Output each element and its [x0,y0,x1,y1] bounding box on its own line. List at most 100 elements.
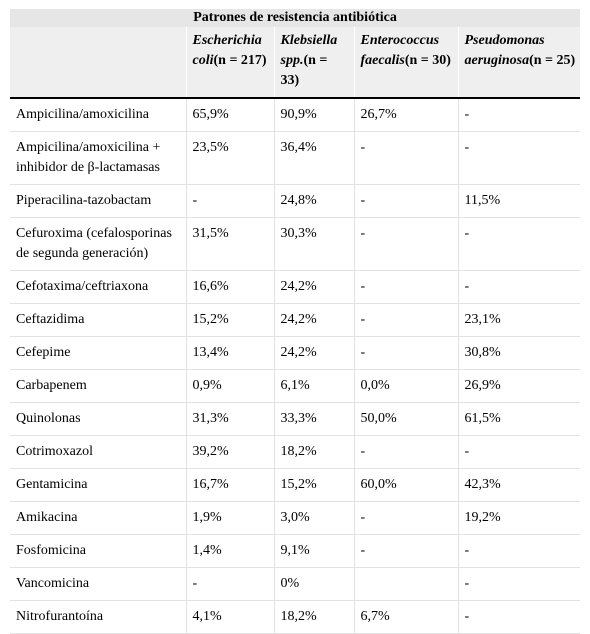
antibiotic-name: Cefotaxima/ceftriaxona [10,270,186,304]
resistance-value: 0,0% [353,369,458,403]
table-row: Cefepime 13,4% 24,2% -30,8% [10,336,581,370]
resistance-value: - [353,184,458,218]
resistance-value: 3,0% [273,501,354,535]
antibiotic-name: Ampicilina/amoxicilina + inhibidor de β-… [10,131,186,185]
resistance-value: - [353,501,458,535]
antibiotic-name: Quinolonas [10,402,186,436]
sample-size: (n = 33) [280,53,328,88]
antibiotic-name: Cefepime [10,336,186,370]
table-row: Gentamicina 16,7% 15,2% 60,0% 42,3% [10,468,581,502]
resistance-value: - [457,131,581,185]
antibiotic-name: Cotrimoxazol [10,435,186,469]
resistance-value: 19,2% [457,501,581,535]
antibiotic-name: Gentamicina [10,468,186,502]
resistance-value: 31,3% [185,402,274,436]
resistance-value: 31,5% [185,217,274,271]
organism-name: Enterococcus faecalis [360,33,440,68]
resistance-value: - [457,98,581,132]
resistance-value: - [457,600,581,634]
resistance-value: - [353,336,458,370]
table-row: Cefotaxima/ceftriaxona 16,6% 24,2% - - [10,270,581,304]
resistance-value: - [185,184,274,218]
resistance-value: 1,9% [185,501,274,535]
header-cell: Pseudomonas aeruginosa(n = 25) [457,27,581,99]
resistance-value: 26,7% [353,98,458,132]
resistance-value: 24,2% [273,303,354,337]
header-cell: Klebsiella spp.(n = 33) [273,27,354,99]
resistance-value: 0% [273,567,354,601]
table-row: Ampicilina/amoxicilina + inhibidor de β-… [10,131,581,185]
resistance-value: 24,2% [273,336,354,370]
resistance-value: - [457,567,581,601]
resistance-value: 11,5% [457,184,581,218]
organism-name: Escherichia coli [192,33,262,68]
resistance-value: - [353,435,458,469]
resistance-value: 33,3% [273,402,354,436]
organism-name: Klebsiella spp. [280,33,338,68]
resistance-value: 15,2% [273,468,354,502]
resistance-value: 90,9% [273,98,354,132]
antibiotic-name: Cefuroxima (cefalosporinas de segunda ge… [10,217,186,271]
table-row: Nitrofurantoína 4,1% 18,2% 6,7% - [10,600,581,634]
resistance-value: 15,2% [185,303,274,337]
resistance-value: 50,0% [353,402,458,436]
resistance-value: 30,8% [457,336,581,370]
header-cell: Enterococcus faecalis(n = 30) [353,27,458,99]
resistance-value: 16,6% [185,270,274,304]
resistance-value: 23,5% [185,131,274,185]
resistance-value: - [353,217,458,271]
header-cell [10,27,186,99]
table-row: Cefuroxima (cefalosporinas de segunda ge… [10,217,581,271]
resistance-value: 9,1% [273,534,354,568]
antibiotic-name: Carbapenem [10,369,186,403]
table-row: Amikacina 1,9% 3,0% -19,2% [10,501,581,535]
table-row: Ampicilina/amoxicilina 65,9% 90,9% 26,7% - [10,98,581,132]
table-row: Carbapenem 0,9% 6,1% 0,0% 26,9% [10,369,581,403]
resistance-value: 6,7% [353,600,458,634]
sample-size: (n = 217) [213,53,267,68]
resistance-value: 24,2% [273,270,354,304]
antibiotic-name: Ampicilina/amoxicilina [10,98,186,132]
resistance-value: 60,0% [353,468,458,502]
organism-name: Pseudomonas aeruginosa [464,33,545,68]
resistance-value: - [457,270,581,304]
resistance-table: Patrones de resistencia antibiótica Esch… [10,9,581,634]
resistance-value: - [353,131,458,185]
resistance-value: - [457,217,581,271]
resistance-value: 39,2% [185,435,274,469]
antibiotic-name: Ceftazidima [10,303,186,337]
resistance-value: 16,7% [185,468,274,502]
resistance-value: 65,9% [185,98,274,132]
resistance-value: 1,4% [185,534,274,568]
resistance-value: 42,3% [457,468,581,502]
resistance-value: - [353,534,458,568]
antibiotic-name: Vancomicina [10,567,186,601]
resistance-value: 30,3% [273,217,354,271]
resistance-value: 24,8% [273,184,354,218]
antibiotic-name: Piperacilina-tazobactam [10,184,186,218]
table-row: Cotrimoxazol 39,2% 18,2% - - [10,435,581,469]
resistance-value: - [185,567,274,601]
resistance-value: - [457,435,581,469]
resistance-value: 18,2% [273,600,354,634]
table-row: Piperacilina-tazobactam -24,8% -11,5% [10,184,581,218]
table-row: Vancomicina -0% - [10,567,581,601]
resistance-value: - [353,303,458,337]
resistance-value: 13,4% [185,336,274,370]
resistance-value: - [457,534,581,568]
resistance-value: 6,1% [273,369,354,403]
resistance-value: 61,5% [457,402,581,436]
resistance-value: 0,9% [185,369,274,403]
empty-cell [353,567,458,601]
sample-size: (n = 25) [529,53,576,68]
header-cell: Escherichia coli(n = 217) [185,27,274,99]
table-row: Quinolonas 31,3% 33,3% 50,0% 61,5% [10,402,581,436]
resistance-value: 26,9% [457,369,581,403]
antibiotic-name: Fosfomicina [10,534,186,568]
resistance-value: - [353,270,458,304]
resistance-value: 18,2% [273,435,354,469]
resistance-value: 4,1% [185,600,274,634]
antibiotic-name: Amikacina [10,501,186,535]
table-row: Fosfomicina 1,4% 9,1% - - [10,534,581,568]
